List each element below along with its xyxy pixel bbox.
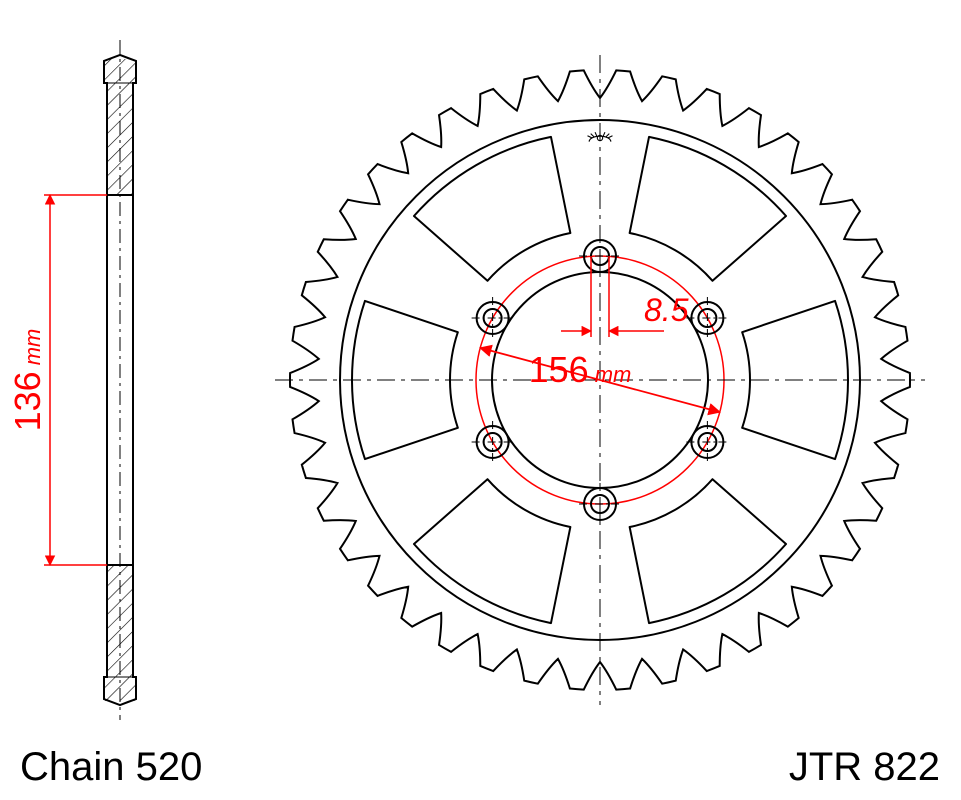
chain-label: Chain 520 — [20, 745, 202, 789]
spoke-cutout — [414, 479, 570, 623]
spoke-cutout — [414, 137, 570, 281]
spoke-cutout — [630, 479, 786, 623]
spoke-cutout — [630, 137, 786, 281]
part-number: JTR 822 — [789, 745, 940, 789]
dim-bore: 136mm — [7, 329, 48, 432]
dim-bolt-hole: 8.5 — [644, 292, 689, 328]
dim-bolt-circle: 156mm — [529, 349, 632, 390]
